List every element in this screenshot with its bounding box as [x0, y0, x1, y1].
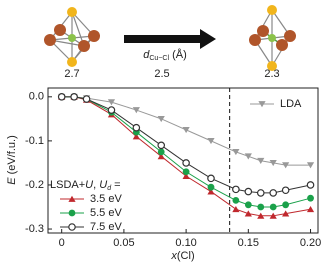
- marker: [70, 93, 78, 101]
- legend-title: LSDA+U, Ud =: [50, 179, 121, 192]
- marker: [107, 99, 116, 106]
- label-part: Cu−Cl: [149, 55, 169, 62]
- top-axis-label: dCu−Cl (Å): [143, 48, 187, 62]
- legend-marker: [68, 195, 76, 202]
- label-part: d: [107, 185, 112, 192]
- marker: [232, 205, 240, 213]
- marker: [232, 185, 240, 194]
- marker: [306, 162, 315, 169]
- molecule-left: [44, 7, 100, 67]
- top-label: 2.5: [154, 68, 169, 80]
- label-part: x: [170, 250, 177, 262]
- marker: [182, 126, 190, 134]
- marker: [157, 141, 166, 150]
- marker: [232, 196, 240, 204]
- marker: [281, 186, 290, 195]
- x-tick-label: 0.05: [113, 237, 134, 249]
- marker: [307, 194, 314, 202]
- top-label: 2.3: [264, 68, 279, 80]
- label-part: (Cl): [177, 250, 195, 262]
- marker: [244, 210, 252, 217]
- series-line: [61, 96, 311, 217]
- marker: [244, 153, 252, 160]
- marker: [182, 168, 190, 176]
- label-part: LSDA+: [50, 179, 85, 191]
- x-tick-label: 0.15: [238, 237, 259, 249]
- marker: [132, 107, 140, 114]
- marker: [269, 203, 277, 211]
- label-part: (eV/f.u.): [6, 135, 18, 177]
- marker: [282, 162, 290, 169]
- marker: [207, 188, 215, 195]
- y-tick-label: -0.1: [25, 135, 44, 147]
- legend-label: 5.5 eV: [90, 207, 122, 219]
- marker: [306, 205, 315, 213]
- marker: [182, 159, 190, 167]
- x-tick-label: 0.20: [300, 237, 321, 249]
- legend-label: LDA: [280, 98, 302, 110]
- top-label: 2.7: [64, 68, 79, 80]
- marker: [282, 210, 290, 217]
- marker: [269, 212, 277, 219]
- marker: [57, 93, 66, 101]
- marker: [244, 201, 252, 209]
- molecule-right: [249, 5, 296, 71]
- marker: [257, 203, 265, 211]
- legend-marker: [68, 223, 76, 231]
- marker: [132, 133, 140, 140]
- marker: [207, 174, 215, 183]
- marker: [257, 157, 265, 164]
- marker: [82, 95, 91, 103]
- label-part: ,: [93, 179, 99, 191]
- label-part: U: [99, 179, 107, 191]
- marker: [244, 187, 253, 196]
- marker: [282, 201, 290, 209]
- marker: [256, 189, 265, 197]
- arrow: [124, 29, 216, 49]
- marker: [182, 172, 190, 180]
- marker: [306, 181, 315, 189]
- legend-label: 7.5 eV: [90, 221, 122, 233]
- marker: [107, 106, 116, 114]
- legend-label: 3.5 eV: [90, 193, 122, 205]
- marker: [269, 189, 278, 197]
- marker: [157, 115, 165, 123]
- legend-marker: [258, 101, 266, 108]
- x-tick-label: 0: [59, 237, 65, 249]
- label-part: U: [85, 179, 93, 191]
- x-axis-label: x(Cl): [170, 250, 194, 262]
- x-tick-label: 0.10: [175, 237, 196, 249]
- label-part: E: [6, 177, 18, 185]
- legend-marker: [68, 209, 76, 217]
- marker: [157, 148, 165, 156]
- marker: [232, 149, 240, 156]
- plot-frame: [47, 87, 319, 234]
- marker: [132, 123, 141, 132]
- y-axis-label: E (eV/f.u.): [6, 135, 18, 185]
- label-part: =: [111, 179, 120, 191]
- marker: [157, 153, 165, 160]
- y-tick-label: 0.0: [29, 91, 44, 103]
- marker: [269, 160, 277, 167]
- label-part: d: [143, 49, 150, 61]
- label-part: (Å): [169, 48, 187, 61]
- y-tick-label: -0.3: [25, 223, 44, 235]
- y-tick-label: -0.2: [25, 179, 44, 191]
- marker: [207, 183, 215, 191]
- marker: [257, 212, 265, 219]
- marker: [207, 138, 215, 145]
